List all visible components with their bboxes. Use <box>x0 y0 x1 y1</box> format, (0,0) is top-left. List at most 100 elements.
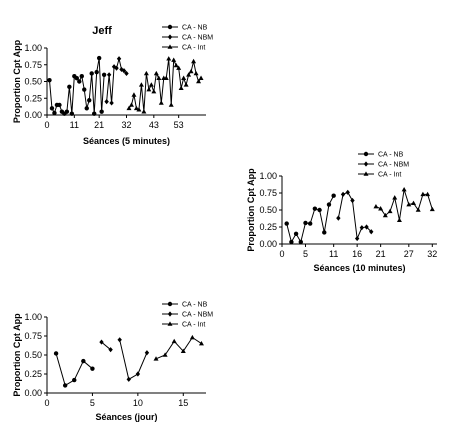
y-tick-label: 0.25 <box>259 222 277 232</box>
data-point <box>162 352 168 357</box>
data-point <box>312 206 318 211</box>
data-point <box>387 208 393 214</box>
y-tick-label: 0.50 <box>259 205 277 215</box>
y-tick-label: 0.00 <box>259 239 277 249</box>
data-point <box>146 86 152 92</box>
series-line <box>337 191 372 241</box>
data-point <box>317 207 322 213</box>
data-point <box>141 109 147 114</box>
data-point <box>378 206 384 211</box>
data-point <box>415 207 421 212</box>
data-point <box>114 65 119 71</box>
data-point <box>131 92 137 97</box>
data-point <box>96 55 102 61</box>
data-point <box>392 195 398 200</box>
legend-marker-diamond <box>167 311 173 317</box>
data-point <box>429 206 435 212</box>
data-point <box>369 229 374 235</box>
data-point <box>354 235 360 242</box>
x-tick-label: 32 <box>121 120 131 130</box>
x-tick-label: 0 <box>44 398 49 408</box>
data-point <box>64 109 70 114</box>
x-axis-label: Séances (5 minutes) <box>83 136 170 146</box>
legend-label: CA - Int <box>378 172 401 179</box>
series-ca-nbm <box>99 337 150 382</box>
data-point <box>87 98 92 103</box>
data-point <box>74 75 80 81</box>
data-point <box>72 377 77 383</box>
data-point <box>101 72 107 78</box>
y-tick-label: 0.25 <box>24 93 42 103</box>
legend-label: CA - NBM <box>378 162 409 169</box>
series-ca-nbm <box>104 56 129 106</box>
series-line <box>101 341 111 351</box>
legend-marker-diamond <box>167 34 173 40</box>
series-ca-int <box>126 56 204 114</box>
data-point <box>198 341 204 346</box>
series-ca-nb <box>53 351 95 388</box>
data-point <box>77 79 82 84</box>
data-point <box>166 56 172 61</box>
data-point <box>186 72 192 77</box>
data-point <box>198 75 204 80</box>
x-tick-label: 11 <box>329 249 338 259</box>
x-tick-label: 10 <box>133 398 143 408</box>
data-point <box>173 62 179 68</box>
x-tick-label: 5 <box>303 249 308 259</box>
x-axis-label: Séances (jour) <box>95 412 157 422</box>
legend: CA - NB CA - NBM CA - Int <box>162 302 213 329</box>
data-point <box>396 217 402 222</box>
data-point <box>382 212 388 218</box>
y-tick-label: 0.50 <box>24 350 42 360</box>
x-tick-label: 43 <box>149 120 159 130</box>
x-tick-label: 0 <box>44 120 49 130</box>
data-point <box>191 58 197 64</box>
chart-title: Jeff <box>92 25 112 37</box>
legend-marker-triangle <box>167 321 173 326</box>
data-point <box>401 187 407 192</box>
data-point <box>133 105 139 111</box>
data-point <box>158 100 164 105</box>
legend-marker-diamond <box>363 161 369 167</box>
y-tick-label: 1.00 <box>24 312 42 322</box>
data-point <box>151 88 157 94</box>
data-point <box>148 82 154 87</box>
x-tick-label: 0 <box>279 249 284 259</box>
series-ca-int <box>153 334 204 361</box>
data-point <box>156 75 162 80</box>
y-tick-label: 0.00 <box>24 110 42 120</box>
data-point <box>153 70 159 76</box>
data-point <box>104 99 109 105</box>
data-point <box>67 84 72 90</box>
series-line <box>119 339 148 381</box>
data-point <box>411 200 417 205</box>
data-point <box>171 338 177 344</box>
data-point <box>168 102 174 107</box>
legend-marker-triangle <box>167 44 173 49</box>
data-point <box>89 71 94 76</box>
data-point <box>82 87 87 92</box>
data-point <box>176 65 182 70</box>
series-line <box>106 58 127 103</box>
data-point <box>53 351 59 356</box>
y-axis-label: Proportion Cpt App <box>12 313 22 397</box>
x-axis-label: Séances (10 minutes) <box>313 263 405 273</box>
data-point <box>49 106 55 111</box>
y-tick-label: 1.00 <box>259 171 277 181</box>
y-axis-label: Proportion Cpt App <box>12 39 22 123</box>
legend: CA - NB CA - NBM CA - Int <box>162 25 213 52</box>
data-point <box>79 73 84 79</box>
legend-label: CA - Int <box>182 45 205 52</box>
data-point <box>425 191 431 197</box>
data-point <box>181 75 187 80</box>
data-point <box>143 70 149 76</box>
x-tick-label: 11 <box>70 120 79 130</box>
x-tick-label: 15 <box>178 398 188 408</box>
data-point <box>359 225 365 231</box>
data-point <box>406 201 412 207</box>
data-point <box>153 356 159 361</box>
data-point <box>289 239 294 245</box>
data-point <box>293 231 299 236</box>
y-axis-label: Proportion Cpt App <box>246 168 256 252</box>
